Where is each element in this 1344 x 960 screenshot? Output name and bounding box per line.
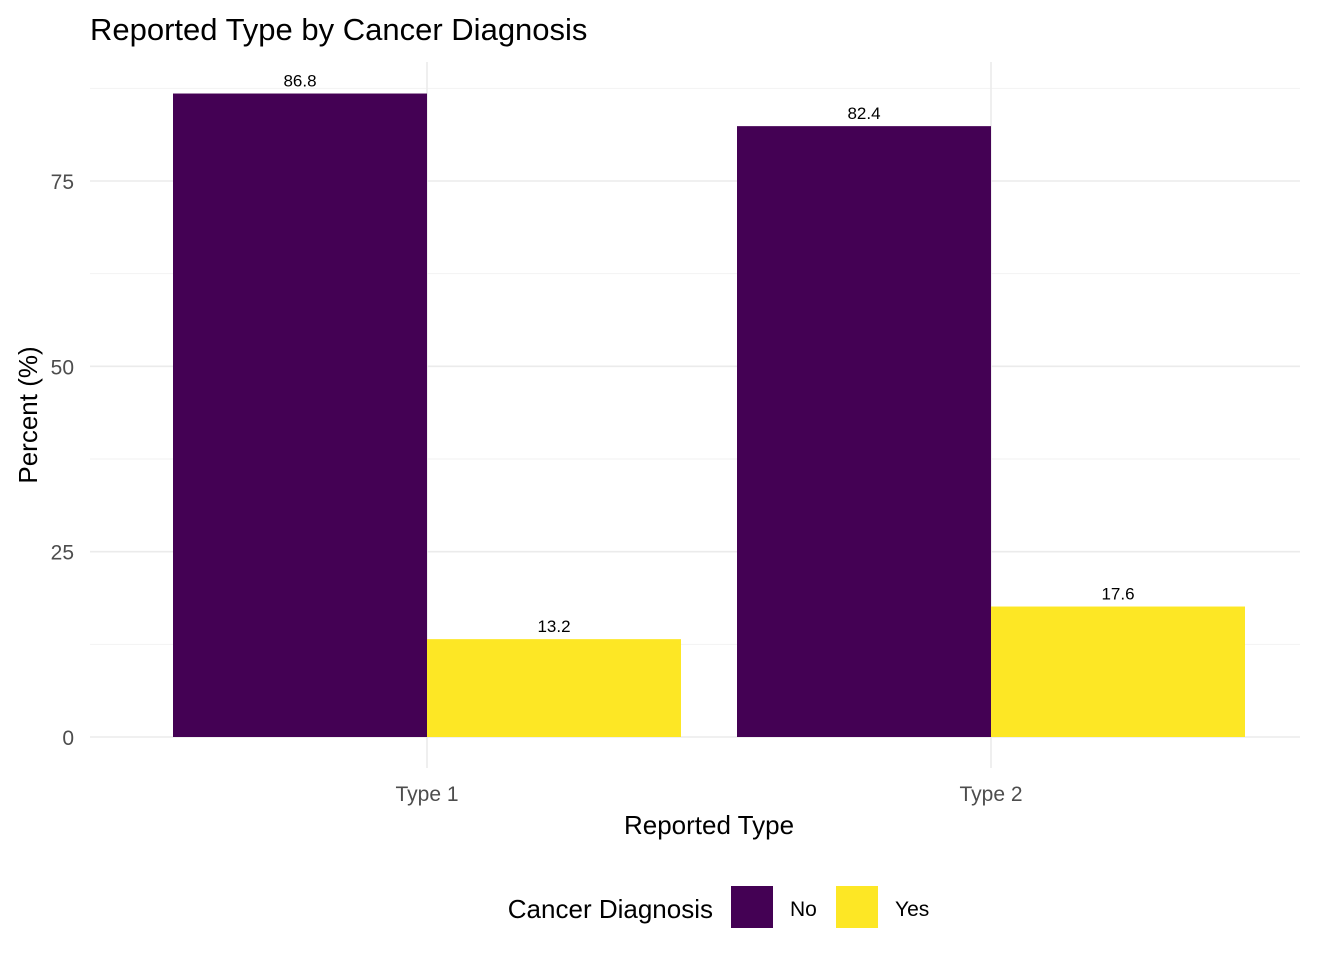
legend-label-no: No xyxy=(790,898,817,921)
bar-no-1 xyxy=(173,93,427,738)
x-tick-label: Type 2 xyxy=(959,783,1022,806)
legend-title: Cancer Diagnosis xyxy=(508,894,713,924)
data-label: 86.8 xyxy=(283,72,316,91)
y-tick-label: 50 xyxy=(51,356,74,379)
bar-yes-2 xyxy=(991,606,1245,737)
legend-key-yes xyxy=(836,886,878,928)
y-tick-label: 0 xyxy=(62,727,74,750)
chart-title: Reported Type by Cancer Diagnosis xyxy=(90,12,587,47)
legend-label-yes: Yes xyxy=(895,898,929,921)
legend: Cancer Diagnosis No Yes xyxy=(508,886,929,928)
y-tick-label: 25 xyxy=(51,542,74,565)
y-tick-label: 75 xyxy=(51,171,74,194)
x-axis-title: Reported Type xyxy=(624,810,794,840)
x-axis-ticks: Type 1 Type 2 xyxy=(395,783,1022,806)
bar-yes-1 xyxy=(427,639,681,737)
data-labels: 86.8 13.2 82.4 17.6 xyxy=(283,72,1134,637)
legend-key-no xyxy=(731,886,773,928)
y-axis-title: Percent (%) xyxy=(13,346,43,483)
data-label: 17.6 xyxy=(1101,585,1134,604)
data-label: 82.4 xyxy=(847,104,880,123)
bar-no-2 xyxy=(737,126,991,737)
bars xyxy=(173,93,1245,738)
x-tick-label: Type 1 xyxy=(395,783,458,806)
data-label: 13.2 xyxy=(537,617,570,636)
y-axis-ticks: 0 25 50 75 xyxy=(51,171,74,750)
legend-items: No Yes xyxy=(731,886,929,928)
